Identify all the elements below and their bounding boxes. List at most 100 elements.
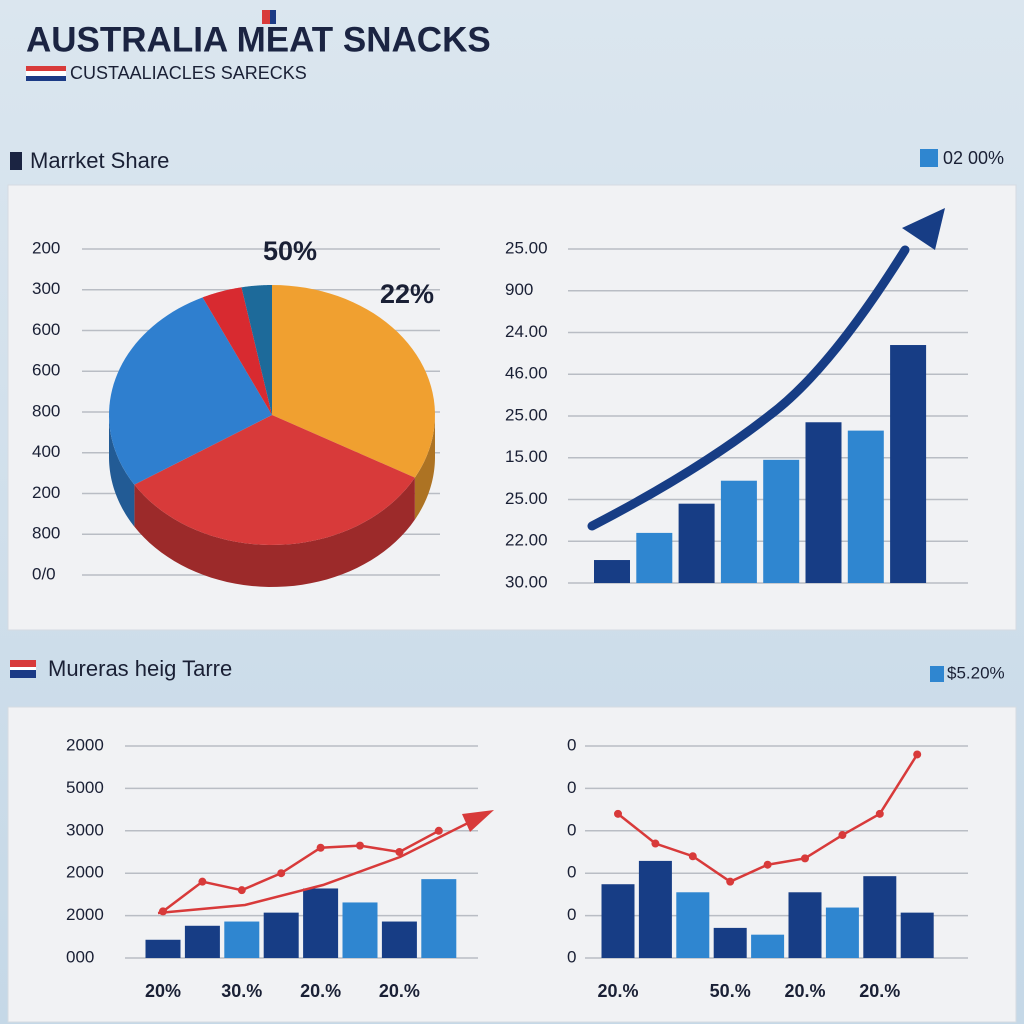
y-tick-label: 24.00 (505, 322, 548, 341)
bar (381, 921, 417, 958)
line-point (688, 852, 697, 861)
y-tick-label: 800 (32, 524, 60, 543)
bar (638, 860, 672, 958)
y-tick-label: 300 (32, 279, 60, 298)
y-tick-label: 15.00 (505, 447, 548, 466)
badge: $5.20% (947, 663, 1005, 682)
badge: 02 00% (943, 148, 1004, 168)
line-point (198, 877, 207, 886)
line-point (316, 843, 325, 852)
pie-side (414, 415, 435, 520)
y-tick-label: 2000 (66, 905, 104, 924)
y-tick-label: 22.00 (505, 531, 548, 550)
section-title: Marrket Share (30, 148, 169, 173)
bar (594, 560, 630, 583)
x-tick-label: 20.% (859, 981, 900, 1001)
pie-slice (272, 285, 435, 478)
y-tick-label: 900 (505, 280, 533, 299)
annotation: 50% (263, 236, 317, 266)
bar (763, 459, 800, 583)
y-tick-label: 200 (32, 238, 60, 257)
y-tick-label: 200 (32, 483, 60, 502)
bar (751, 934, 785, 958)
bar (263, 912, 299, 958)
bar (713, 927, 747, 958)
line-point (237, 886, 246, 895)
y-tick-label: 600 (32, 361, 60, 380)
bar (788, 892, 822, 958)
y-tick-label: 0 (567, 778, 576, 797)
pie-slice (202, 287, 272, 415)
bar (890, 345, 927, 583)
bar (145, 939, 181, 958)
y-tick-label: 2000 (66, 735, 104, 754)
trend-arrow (157, 820, 471, 915)
title: AUSTRALIA MEAT SNACKS (26, 20, 491, 59)
bar (342, 902, 378, 958)
line-point (395, 848, 404, 856)
line-point (614, 809, 622, 818)
bar (601, 884, 635, 958)
bar (900, 912, 934, 958)
x-tick-label: 50.% (710, 981, 751, 1001)
x-tick-label: 20.% (784, 981, 825, 1001)
y-tick-label: 0 (567, 947, 576, 966)
y-tick-label: 46.00 (505, 364, 548, 383)
section-icon (10, 660, 36, 678)
line-point (875, 809, 884, 818)
arrow-head (902, 208, 945, 250)
bar (184, 925, 220, 958)
section-icon (10, 152, 22, 170)
y-tick-label: 0 (567, 905, 576, 924)
pie-side (109, 415, 135, 527)
x-tick-label: 20.% (300, 981, 341, 1001)
y-tick-label: 0 (567, 820, 576, 839)
y-tick-label: 2000 (66, 863, 104, 882)
subtitle-flag (26, 66, 66, 81)
y-tick-label: 25.00 (505, 238, 548, 257)
annotation: 22% (380, 279, 434, 309)
bar (720, 480, 757, 583)
flag-icon (262, 10, 276, 24)
y-tick-label: 25.00 (505, 489, 548, 508)
y-tick-label: 400 (32, 442, 60, 461)
x-tick-label: 20.% (597, 981, 638, 1001)
bar (805, 422, 842, 583)
subtitle: CUSTAALIACLES SARECKS (70, 63, 307, 83)
y-tick-label: 0/0 (32, 564, 56, 583)
line-point (651, 839, 660, 848)
line-point (801, 854, 809, 863)
pie-slice (241, 285, 272, 415)
bar (224, 921, 260, 958)
y-tick-label: 0 (567, 735, 576, 754)
badge-icon (920, 149, 938, 167)
pie-side (134, 477, 415, 587)
trend-arrows (157, 208, 945, 915)
bar (676, 892, 710, 958)
bar (863, 876, 897, 958)
bar (847, 430, 884, 583)
trend-arrow (587, 245, 910, 531)
x-tick-label: 30.% (221, 981, 262, 1001)
line-point (356, 841, 364, 850)
y-tick-label: 3000 (66, 820, 104, 839)
line-point (838, 831, 847, 840)
line-point (726, 877, 735, 886)
line-point (763, 860, 772, 869)
y-tick-label: 25.00 (505, 405, 548, 424)
line-point (913, 750, 922, 759)
y-tick-label: 600 (32, 320, 60, 339)
bar (825, 907, 859, 958)
line (162, 829, 440, 913)
bar (421, 879, 457, 958)
panel (7, 706, 1017, 1023)
y-tick-label: 5000 (66, 778, 104, 797)
bar (636, 532, 673, 583)
pie-slice (134, 415, 415, 545)
badge-icon (930, 666, 944, 682)
bar (303, 888, 339, 958)
line-point (277, 869, 286, 878)
y-tick-label: 0 (567, 863, 576, 882)
y-tick-label: 30.00 (505, 572, 548, 591)
